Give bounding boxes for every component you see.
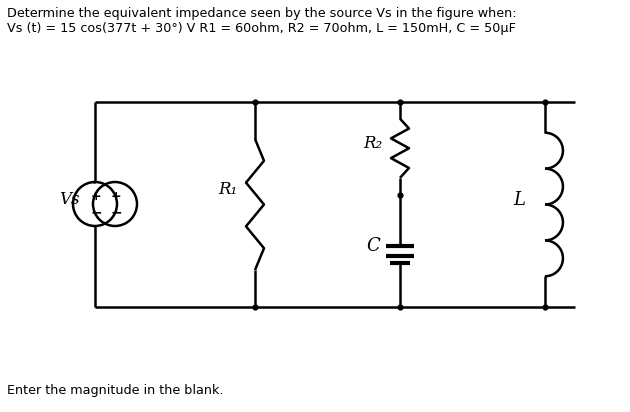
Text: −: − (90, 205, 102, 219)
Text: Vs (t) = 15 cos(377t + 30°) V R1 = 60ohm, R2 = 70ohm, L = 150mH, C = 50μF: Vs (t) = 15 cos(377t + 30°) V R1 = 60ohm… (7, 22, 516, 35)
Text: R₁: R₁ (218, 181, 237, 198)
Text: +: + (91, 190, 101, 203)
Text: C: C (366, 237, 380, 255)
Text: +: + (111, 190, 122, 203)
Text: R₂: R₂ (363, 135, 382, 152)
Text: Vs: Vs (59, 190, 80, 208)
Text: Determine the equivalent impedance seen by the source Vs in the figure when:: Determine the equivalent impedance seen … (7, 7, 517, 20)
Text: Enter the magnitude in the blank.: Enter the magnitude in the blank. (7, 384, 224, 397)
Text: L: L (513, 190, 525, 208)
Text: −: − (110, 205, 122, 219)
